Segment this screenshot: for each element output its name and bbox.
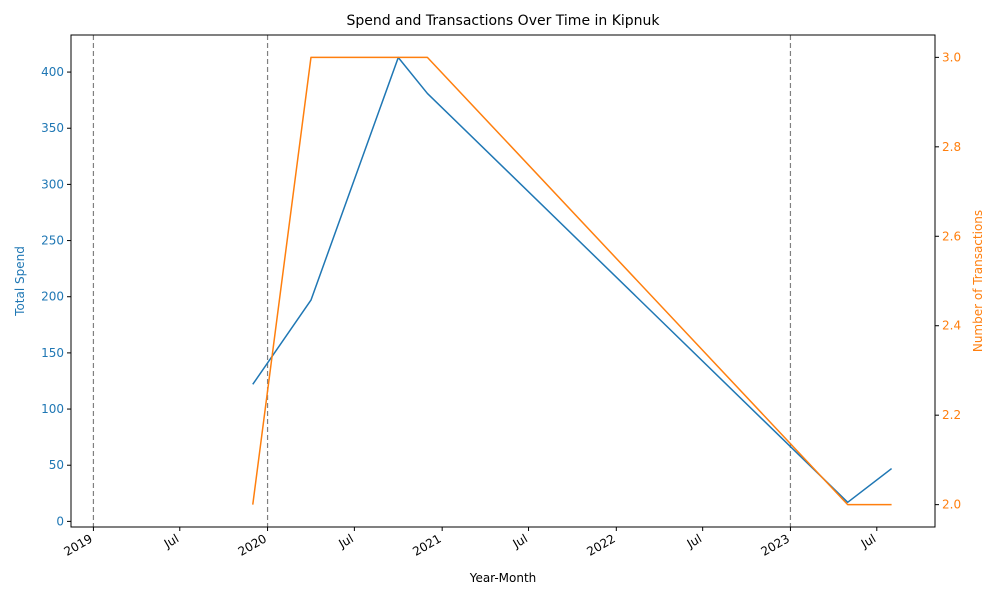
y-right-tick-label: 2.0 [942,498,961,512]
x-axis-title: Year-Month [469,571,537,585]
x-tick-label: Jul [335,531,355,551]
y-right-tick-label: 3.0 [942,50,961,64]
y-left-tick-label: 200 [41,290,64,304]
y-left-tick-label: 100 [41,402,64,416]
y-left-tick-label: 300 [41,177,64,191]
y-axis-right-title: Number of Transactions [971,210,985,352]
y-right-tick-label: 2.6 [942,229,961,243]
y-right-tick-label: 2.8 [942,140,961,154]
y-left-tick-label: 400 [41,65,64,79]
x-tick-label: 2023 [758,531,791,558]
y-left-tick-label: 250 [41,234,64,248]
y-right-tick-label: 2.4 [942,319,961,333]
x-tick-label: Jul [161,531,181,551]
x-tick-label: 2019 [61,531,94,558]
series-line-total-spend [252,56,893,504]
series-line-transactions [252,56,892,506]
y-left-tick-label: 0 [56,514,64,528]
x-tick-label: 2022 [584,531,617,558]
y-left-tick-label: 50 [49,458,64,472]
x-tick-label: 2020 [236,531,269,558]
x-tick-label: Jul [858,531,878,551]
y-left-tick-label: 350 [41,121,64,135]
plot-frame [70,34,936,528]
y-axis-left-title: Total Spend [13,246,27,317]
chart-title: Spend and Transactions Over Time in Kipn… [346,13,660,29]
x-tick-label: 2021 [410,531,443,558]
x-tick-label: Jul [684,531,704,551]
x-tick-label: Jul [510,531,530,551]
y-left-tick-label: 150 [41,346,64,360]
y-right-tick-label: 2.2 [942,408,961,422]
